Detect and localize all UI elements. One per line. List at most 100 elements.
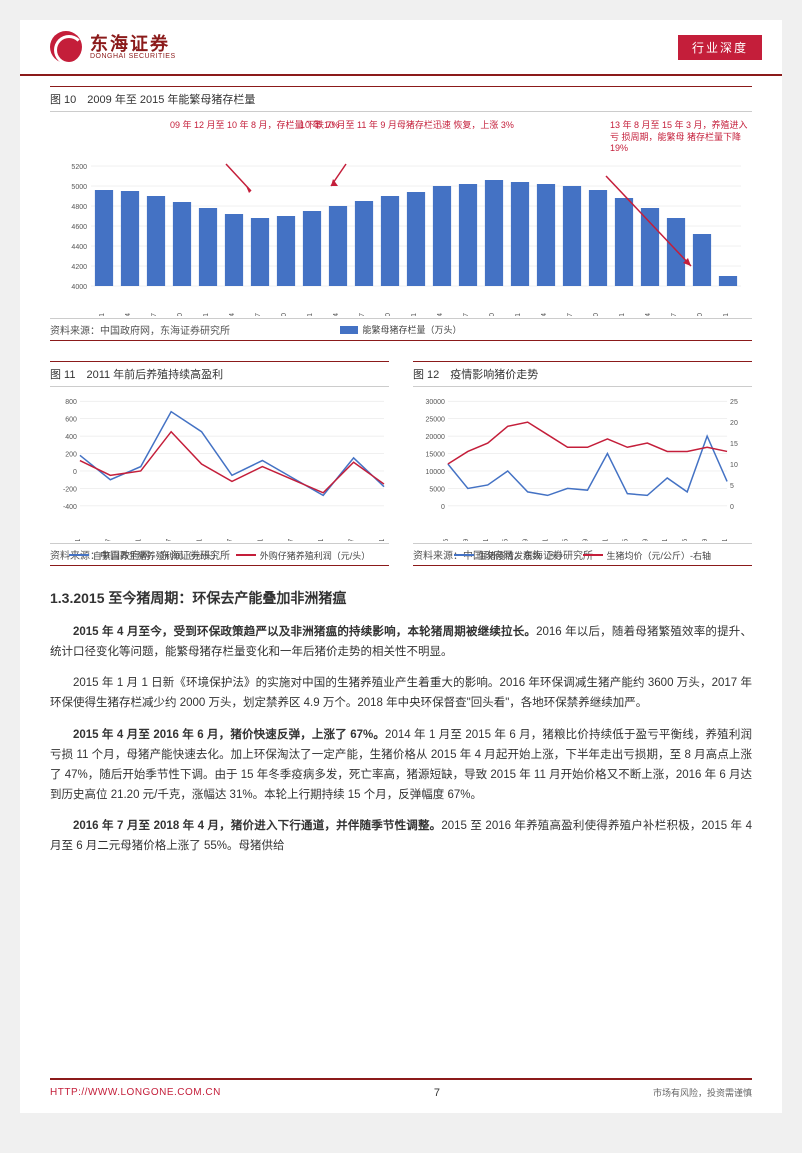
legend-line-icon (454, 554, 474, 556)
body-paragraphs: 2015 年 4 月至今，受到环保政策趋严以及非洲猪瘟的持续影响，本轮猪周期被继… (50, 622, 752, 856)
svg-text:5000: 5000 (71, 184, 87, 191)
svg-text:2011-01: 2011-01 (136, 539, 143, 541)
svg-text:2010-07: 2010-07 (255, 313, 262, 316)
svg-text:2010-09: 2010-09 (463, 539, 470, 541)
svg-text:2014-05: 2014-05 (682, 539, 689, 541)
legend-line-icon (69, 554, 89, 556)
svg-text:20000: 20000 (426, 434, 446, 441)
svg-text:2013-01: 2013-01 (515, 313, 522, 316)
svg-text:2012-07: 2012-07 (463, 313, 470, 316)
svg-text:400: 400 (65, 434, 77, 441)
fig12-legend-1: 生猪疫情发病数（头） (454, 549, 568, 562)
fig11-legend-2: 外购仔猪养殖利润（元/头） (236, 549, 371, 562)
svg-text:2012-01: 2012-01 (543, 539, 550, 541)
svg-text:5: 5 (730, 483, 734, 490)
svg-text:2012-05: 2012-05 (563, 539, 570, 541)
svg-text:2011-07: 2011-07 (359, 313, 366, 316)
svg-text:2012-01: 2012-01 (197, 539, 204, 541)
fig10-title: 图 10 2009 年至 2015 年能繁母猪存栏量 (50, 86, 752, 112)
fig12-chart: 050001000015000200002500030000 051015202… (413, 391, 752, 541)
footer: HTTP://WWW.LONGONE.COM.CN 7 市场有风险，投资需谨慎 (50, 1078, 752, 1099)
footer-url: HTTP://WWW.LONGONE.COM.CN (50, 1087, 221, 1098)
legend-square-icon (340, 326, 358, 334)
svg-text:2014-01: 2014-01 (318, 539, 325, 541)
fig10-anno-2: 10 年 10 月至 11 年 9 月母猪存栏迅速 恢复，上涨 3% (300, 120, 514, 132)
svg-text:2010-01: 2010-01 (75, 539, 82, 541)
svg-text:2014-01: 2014-01 (662, 539, 669, 541)
svg-text:2010-10: 2010-10 (281, 313, 288, 316)
paragraph-lead: 2016 年 7 月至 2018 年 4 月，猪价进入下行通道，并伴随季节性调整… (73, 820, 441, 832)
fig12-col: 图 12 疫情影响猪价走势 05000100001500020000250003… (413, 361, 752, 566)
svg-text:0: 0 (73, 469, 77, 476)
fig11-legend-1: 自繁自养生猪养殖利润（元/头） (69, 549, 222, 562)
fig10-chart: 09 年 12 月至 10 年 8 月，存栏量 下跌 7% 10 年 10 月至… (50, 116, 752, 316)
svg-text:2011-04: 2011-04 (333, 313, 340, 316)
svg-text:2012-07: 2012-07 (227, 539, 234, 541)
svg-text:2009-07: 2009-07 (151, 313, 158, 316)
page-number: 7 (434, 1087, 440, 1099)
fig11-legend: 自繁自养生猪养殖利润（元/头） 外购仔猪养殖利润（元/头） (50, 548, 389, 562)
svg-text:2011-05: 2011-05 (503, 539, 510, 541)
svg-text:4800: 4800 (71, 204, 87, 211)
svg-text:-400: -400 (63, 504, 77, 511)
svg-text:2011-10: 2011-10 (385, 313, 392, 316)
svg-text:2012-01: 2012-01 (411, 313, 418, 316)
fig12-legend-1-label: 生猪疫情发病数（头） (478, 549, 568, 562)
svg-text:0: 0 (441, 504, 445, 511)
fig11-svg: -400-2000200400600800 2010-012010-072011… (50, 391, 389, 541)
svg-text:4200: 4200 (71, 264, 87, 271)
paragraph: 2015 年 1 月 1 日新《环境保护法》的实施对中国的生猪养殖业产生着重大的… (50, 673, 752, 713)
logo: 东海证券 DONGHAI SECURITIES (50, 31, 176, 63)
paragraph-lead: 2015 年 4 月至 2016 年 6 月，猪价快速反弹，上涨了 67%。 (73, 729, 385, 741)
svg-text:10000: 10000 (426, 469, 446, 476)
logo-cn: 东海证券 (90, 35, 176, 53)
svg-text:2015-01: 2015-01 (379, 539, 386, 541)
svg-text:2010-05: 2010-05 (443, 539, 450, 541)
svg-text:2013-07: 2013-07 (567, 313, 574, 316)
paragraph-body: 2015 年 1 月 1 日新《环境保护法》的实施对中国的生猪养殖业产生着重大的… (50, 677, 752, 709)
svg-text:0: 0 (730, 504, 734, 511)
svg-text:10: 10 (730, 462, 738, 469)
content: 图 10 2009 年至 2015 年能繁母猪存栏量 09 年 12 月至 10… (20, 76, 782, 856)
page-container: 东海证券 DONGHAI SECURITIES 行业深度 图 10 2009 年… (20, 20, 782, 1113)
svg-text:2011-01: 2011-01 (307, 313, 314, 316)
svg-text:20: 20 (730, 420, 738, 427)
svg-text:4000: 4000 (71, 284, 87, 291)
fig11-chart: -400-2000200400600800 2010-012010-072011… (50, 391, 389, 541)
svg-text:2009-04: 2009-04 (125, 313, 132, 316)
logo-icon (50, 31, 82, 63)
svg-text:2010-07: 2010-07 (105, 539, 112, 541)
paragraph-lead: 2015 年 4 月至今，受到环保政策趋严以及非洲猪瘟的持续影响，本轮猪周期被继… (73, 626, 536, 638)
legend-line-icon (236, 554, 256, 556)
svg-text:200: 200 (65, 452, 77, 459)
svg-text:2015-01: 2015-01 (723, 313, 730, 316)
fig12-legend-2: 生猪均价（元/公斤）-右轴 (583, 549, 712, 562)
svg-text:800: 800 (65, 399, 77, 406)
footer-disclaimer: 市场有风险，投资需谨慎 (653, 1086, 752, 1099)
svg-text:2012-10: 2012-10 (489, 313, 496, 316)
fig11-title: 图 11 2011 年前后养殖持续高盈利 (50, 361, 389, 387)
svg-text:2013-01: 2013-01 (257, 539, 264, 541)
fig12-legend-2-label: 生猪均价（元/公斤）-右轴 (607, 549, 712, 562)
fig11-legend-1-label: 自繁自养生猪养殖利润（元/头） (93, 549, 222, 562)
svg-text:2015-01: 2015-01 (722, 539, 729, 541)
fig11-legend-2-label: 外购仔猪养殖利润（元/头） (260, 549, 371, 562)
paragraph: 2015 年 4 月至 2016 年 6 月，猪价快速反弹，上涨了 67%。20… (50, 725, 752, 806)
page-header: 东海证券 DONGHAI SECURITIES 行业深度 (20, 20, 782, 76)
svg-text:5000: 5000 (429, 486, 445, 493)
svg-text:2014-07: 2014-07 (349, 539, 356, 541)
fig11-col: 图 11 2011 年前后养殖持续高盈利 -400-20002004006008… (50, 361, 389, 566)
svg-text:4400: 4400 (71, 244, 87, 251)
logo-en: DONGHAI SECURITIES (90, 53, 176, 60)
svg-text:2012-04: 2012-04 (437, 313, 444, 316)
svg-text:2013-09: 2013-09 (642, 539, 649, 541)
svg-text:2014-07: 2014-07 (671, 313, 678, 316)
svg-text:4600: 4600 (71, 224, 87, 231)
svg-text:25000: 25000 (426, 417, 446, 424)
svg-text:25: 25 (730, 399, 738, 406)
svg-text:2014-10: 2014-10 (697, 313, 704, 316)
svg-text:30000: 30000 (426, 399, 446, 406)
svg-text:2013-04: 2013-04 (541, 313, 548, 316)
svg-text:2009-01: 2009-01 (99, 313, 106, 316)
section-title: 1.3.2015 至今猪周期：环保去产能叠加非洲猪瘟 (50, 588, 752, 608)
